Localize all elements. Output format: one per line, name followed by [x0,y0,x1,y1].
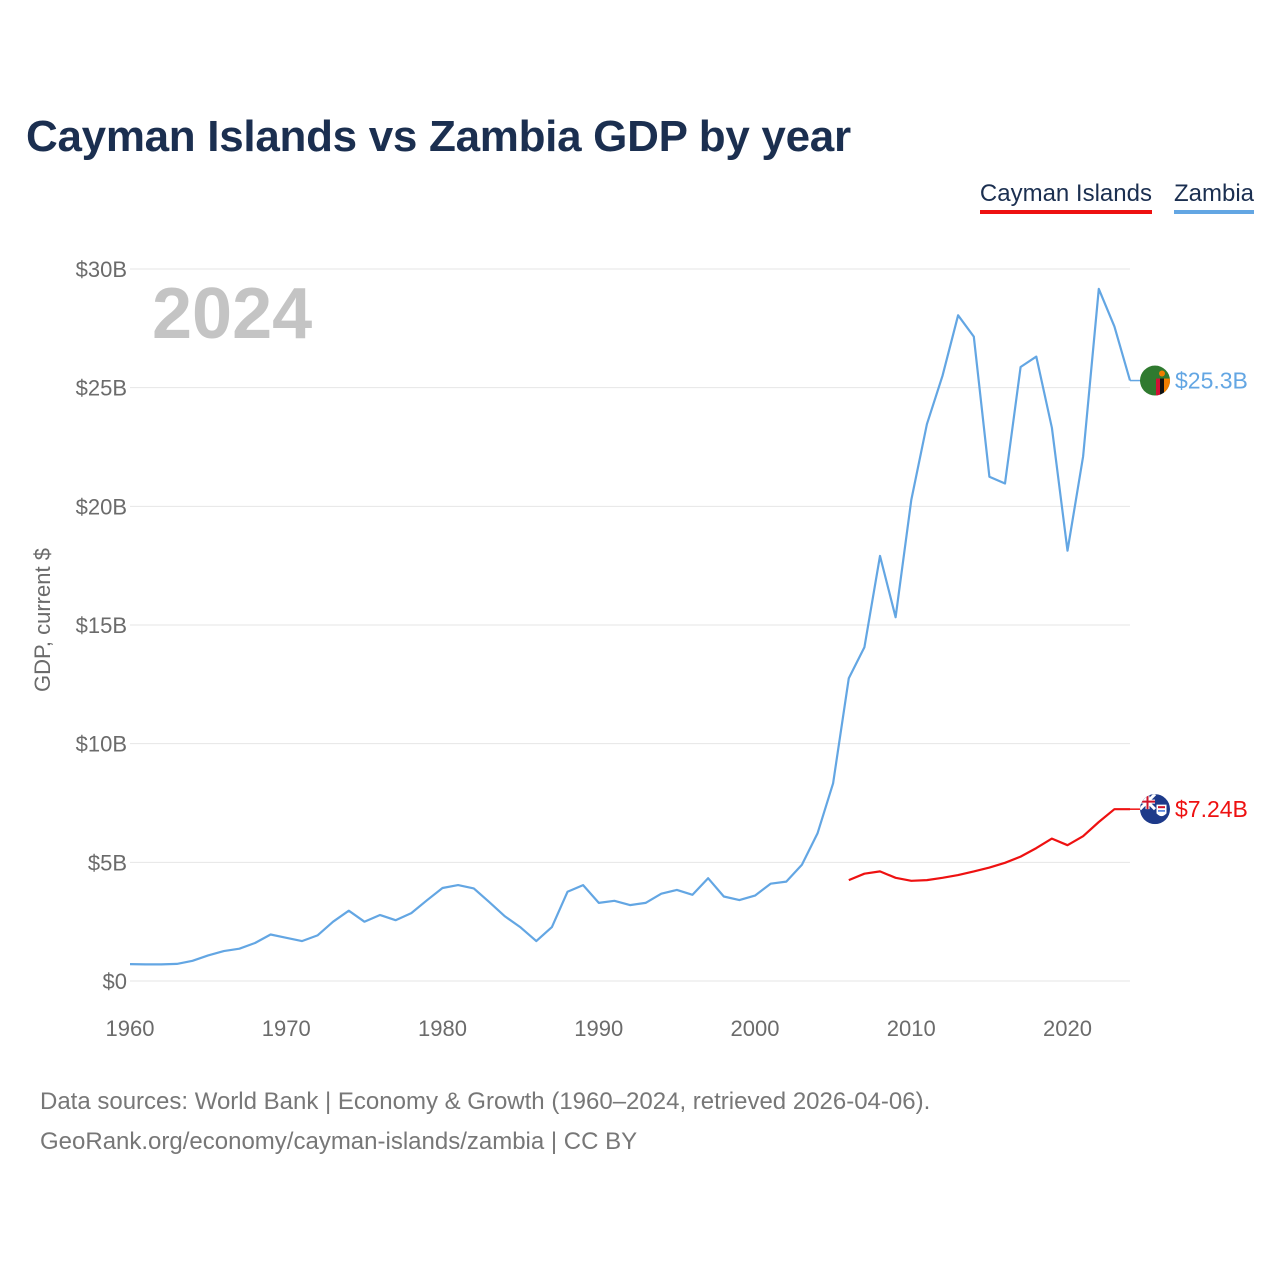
x-axis-ticks: 1960 1970 1980 1990 2000 2010 2020 [106,1016,1092,1041]
legend-item-cayman-islands[interactable]: Cayman Islands [979,180,1152,214]
legend-item-zambia[interactable]: Zambia [1173,180,1254,214]
y-tick-label: $20B [76,494,127,519]
x-tick-label: 1970 [262,1016,311,1041]
x-tick-label: 2010 [887,1016,936,1041]
y-axis-label: GDP, current $ [30,548,55,692]
y-tick-label: $25B [76,376,127,401]
end-value-label-zambia: $25.3B [1175,368,1248,394]
y-tick-label: $30B [76,257,127,282]
y-axis-ticks: $0 $5B $10B $15B $20B $25B $30B [76,257,127,994]
series-layer [129,287,1132,966]
data-source-note: Data sources: World Bank | Economy & Gro… [40,1088,931,1115]
legend: Cayman Islands Zambia [979,180,1254,214]
series-line-zambia[interactable] [129,287,1132,966]
end-markers: $7.24B $25.3B [1130,365,1248,825]
x-tick-label: 1990 [574,1016,623,1041]
x-tick-label: 1980 [418,1016,467,1041]
y-tick-label: $5B [88,850,127,875]
zambia-flag-icon [1140,365,1170,396]
source-url: GeoRank.org/economy/cayman-islands/zambi… [40,1128,638,1155]
footer: Data sources: World Bank | Economy & Gro… [40,1082,930,1162]
cayman-islands-flag-icon [1140,794,1170,825]
y-tick-label: $0 [103,969,127,994]
x-tick-label: 2000 [731,1016,780,1041]
x-tick-label: 2020 [1043,1016,1092,1041]
chart-title: Cayman Islands vs Zambia GDP by year [26,112,851,161]
current-year-label: 2024 [152,274,312,354]
x-tick-label: 1960 [106,1016,155,1041]
y-tick-label: $15B [76,613,127,638]
y-tick-label: $10B [76,732,127,757]
gridlines [130,268,1130,982]
series-line-cayman-islands[interactable] [848,808,1130,882]
end-value-label-cayman-islands: $7.24B [1175,796,1248,822]
